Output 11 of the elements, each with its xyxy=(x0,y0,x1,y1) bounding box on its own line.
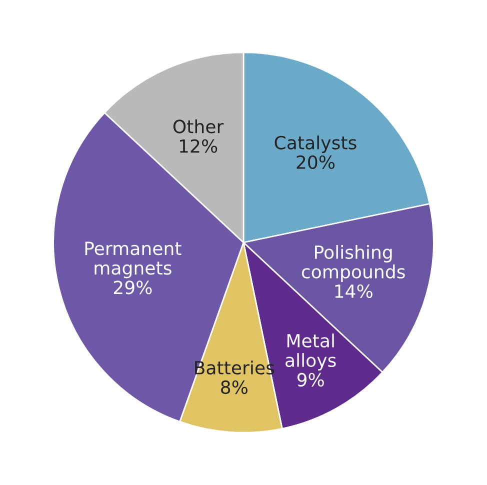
slice-label: Permanent magnets xyxy=(85,242,182,278)
data-label: 20% xyxy=(296,155,335,170)
data-label: 14% xyxy=(335,284,372,298)
slice-label: Catalysts xyxy=(274,136,356,153)
data-label: 9% xyxy=(297,372,324,387)
slice-label: Other xyxy=(173,119,224,134)
data-label: 8% xyxy=(221,380,248,394)
data-label: 12% xyxy=(180,139,218,153)
slice-label: Polishing compounds xyxy=(302,245,405,282)
slice-label: Metal alloys xyxy=(286,334,336,371)
data-label: 29% xyxy=(114,280,152,294)
